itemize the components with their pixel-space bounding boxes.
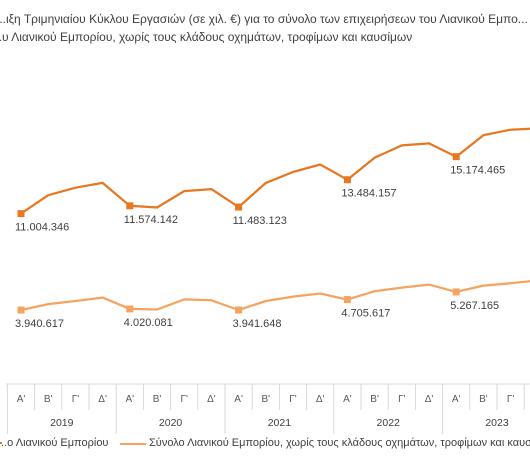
data-label: 5.267.165 bbox=[450, 300, 499, 312]
x-tick-label: Α' bbox=[234, 394, 243, 405]
series-line-2 bbox=[19, 280, 530, 312]
x-group-label: 2023 bbox=[485, 417, 509, 429]
legend-entry-series-2: Σύνολο Λιανικού Εμπορίου, χωρίς τους κλά… bbox=[149, 437, 530, 449]
chart-subtitle: ...υ Λιανικού Εμπορίου, χωρίς τους κλάδο… bbox=[0, 30, 413, 44]
x-tick-label: Γ' bbox=[180, 394, 188, 405]
chart-title: ...ιξη Τριμηνιαίου Κύκλου Εργασιών (σε χ… bbox=[0, 12, 528, 26]
data-point-marker bbox=[235, 203, 243, 211]
x-tick-label: Γ' bbox=[398, 394, 406, 405]
x-tick-label: Β' bbox=[262, 394, 271, 405]
data-point-marker bbox=[126, 202, 134, 210]
x-tick-label: Γ' bbox=[72, 394, 80, 405]
data-point-marker bbox=[126, 305, 134, 313]
data-point-marker bbox=[343, 176, 351, 184]
data-point-marker bbox=[343, 296, 351, 304]
x-tick-label: Δ' bbox=[98, 394, 107, 405]
data-point-marker bbox=[235, 306, 243, 314]
x-tick-label: Α' bbox=[17, 394, 26, 405]
data-label: 15.174.465 bbox=[450, 165, 505, 177]
data-label: 13.484.157 bbox=[341, 188, 396, 200]
data-label: 11.483.123 bbox=[233, 215, 287, 227]
data-label: 11.004.346 bbox=[15, 222, 69, 234]
legend-swatch-series-2 bbox=[120, 443, 146, 445]
data-point-marker bbox=[17, 306, 25, 314]
data-label: 4.705.617 bbox=[341, 308, 390, 320]
x-tick-label: Α' bbox=[452, 394, 461, 405]
data-point-marker bbox=[17, 210, 25, 218]
x-tick-label: Δ' bbox=[316, 394, 325, 405]
x-tick-label: Β' bbox=[479, 394, 488, 405]
x-tick-label: Δ' bbox=[425, 394, 434, 405]
series-line-1 bbox=[19, 127, 530, 215]
x-group-label: 2019 bbox=[50, 417, 74, 429]
x-group-label: 2020 bbox=[159, 417, 183, 429]
x-tick-label: Β' bbox=[44, 394, 53, 405]
x-tick-label: Γ' bbox=[507, 394, 515, 405]
data-label: 3.940.617 bbox=[15, 318, 64, 330]
legend-entry-series-1: ...ο Λιανικού Εμπορίου bbox=[0, 437, 109, 449]
data-point-marker bbox=[452, 288, 460, 296]
x-tick-label: Β' bbox=[153, 394, 162, 405]
data-point-marker bbox=[452, 153, 460, 161]
data-label: 4.020.081 bbox=[124, 317, 173, 329]
x-tick-label: Γ' bbox=[289, 394, 297, 405]
data-label: 11.574.142 bbox=[124, 214, 178, 226]
x-tick-label: Β' bbox=[370, 394, 379, 405]
x-tick-label: Α' bbox=[126, 394, 135, 405]
x-tick-label: Α' bbox=[343, 394, 352, 405]
x-group-label: 2022 bbox=[377, 417, 401, 429]
x-group-label: 2021 bbox=[268, 417, 292, 429]
x-tick-label: Δ' bbox=[207, 394, 216, 405]
data-label: 3.941.648 bbox=[233, 318, 282, 330]
